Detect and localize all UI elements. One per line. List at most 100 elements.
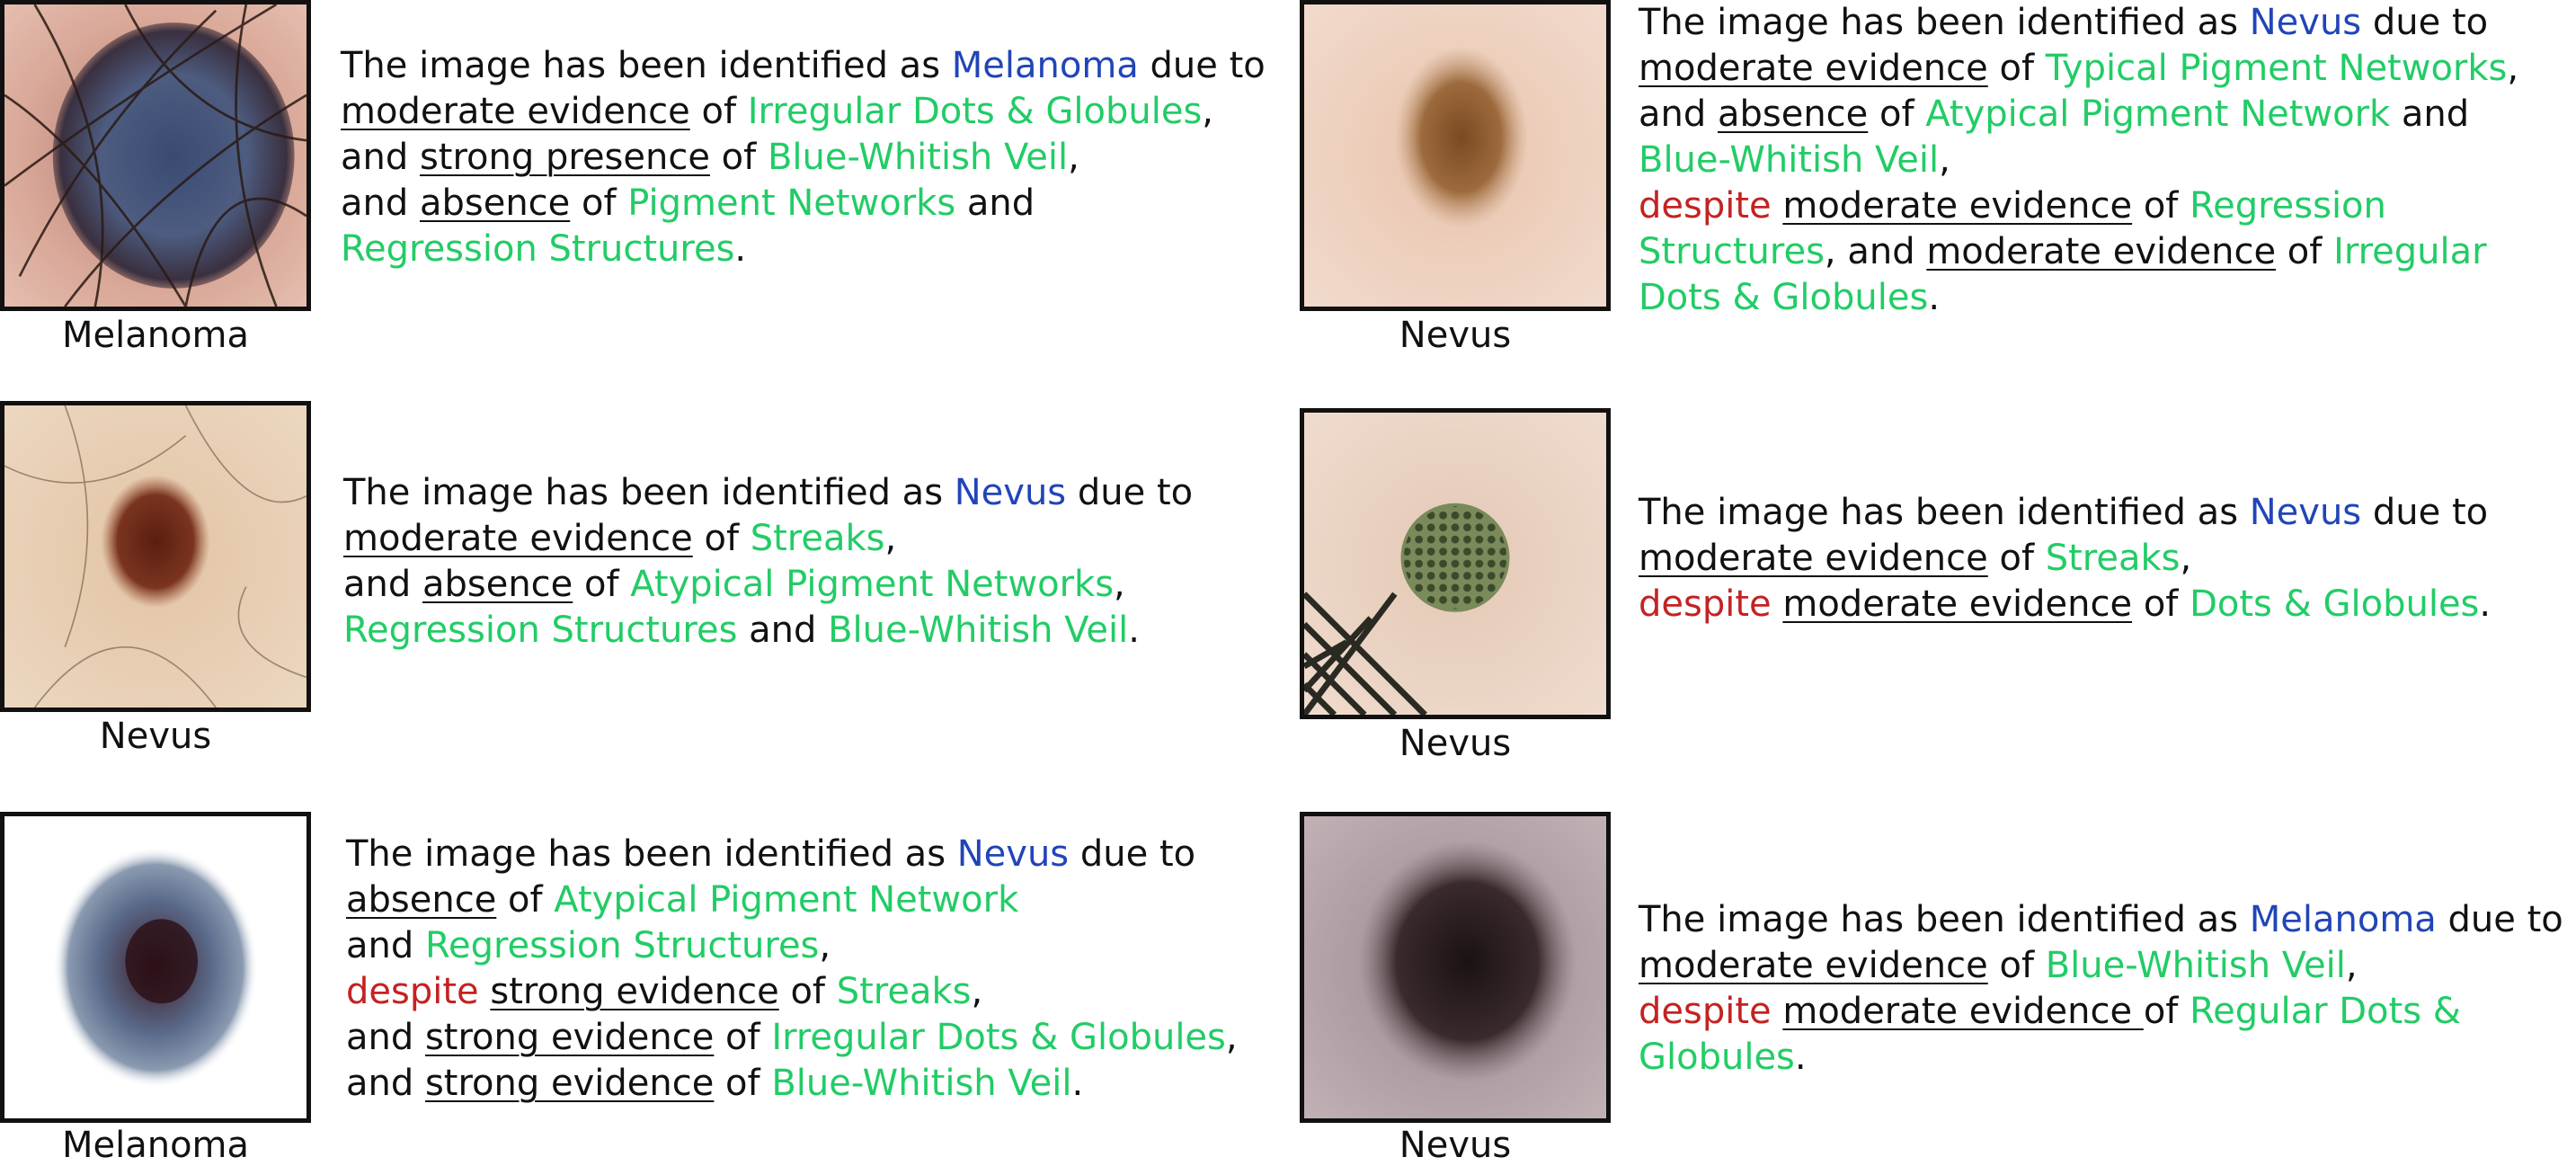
text-segment: of bbox=[496, 879, 555, 921]
evidence-strength: absence bbox=[422, 564, 573, 605]
text-segment: The image has been identified as bbox=[341, 45, 952, 86]
text-segment: due to bbox=[2361, 2, 2489, 43]
text-segment: , bbox=[1225, 1017, 1238, 1058]
explanation-line: Dots & Globules. bbox=[1639, 275, 2518, 321]
feature-term: Blue-Whitish Veil bbox=[771, 1063, 1072, 1104]
evidence-strength: absence bbox=[1717, 93, 1869, 135]
evidence-strength: strong presence bbox=[419, 137, 710, 178]
feature-term: Pigment Networks bbox=[627, 182, 956, 224]
contrast-term: despite bbox=[346, 971, 479, 1012]
text-segment: and bbox=[955, 182, 1035, 224]
evidence-strength: moderate evidence bbox=[1926, 231, 2277, 272]
contrast-term: despite bbox=[1639, 583, 1772, 625]
text-segment: and bbox=[346, 1063, 425, 1104]
text-segment: of bbox=[2143, 991, 2190, 1032]
explanation-line: despite moderate evidence of Regular Dot… bbox=[1639, 989, 2563, 1035]
text-segment: of bbox=[2132, 583, 2190, 625]
explanation-line: Blue-Whitish Veil, bbox=[1639, 138, 2518, 183]
feature-term: Atypical Pigment Network bbox=[554, 879, 1019, 921]
explanation-line: and absence of Pigment Networks and bbox=[341, 181, 1266, 227]
predicted-class: Nevus bbox=[956, 833, 1070, 875]
evidence-strength: strong evidence bbox=[424, 1017, 715, 1058]
text-segment: of bbox=[1868, 93, 1926, 135]
text-segment: , and bbox=[1824, 231, 1927, 272]
feature-term: Streaks bbox=[836, 971, 972, 1012]
text-segment: and bbox=[346, 925, 425, 966]
explanation-line: and Regression Structures, bbox=[346, 923, 1238, 969]
explanation-line: and absence of Atypical Pigment Network … bbox=[1639, 92, 2518, 138]
explanation-line: and absence of Atypical Pigment Networks… bbox=[343, 562, 1193, 608]
predicted-class: Nevus bbox=[2249, 2, 2362, 43]
text-segment: and bbox=[737, 610, 829, 651]
evidence-strength: moderate evidence bbox=[341, 91, 690, 132]
explanation-line: despite moderate evidence of Dots & Glob… bbox=[1639, 582, 2491, 628]
feature-term: Blue-Whitish Veil bbox=[1639, 139, 1940, 181]
text-segment: . bbox=[1794, 1037, 1807, 1078]
text-segment: , bbox=[1114, 564, 1125, 605]
text-segment: and bbox=[341, 137, 420, 178]
feature-term: Regression Structures bbox=[343, 610, 738, 651]
text-segment: . bbox=[1128, 610, 1140, 651]
text-segment bbox=[1772, 185, 1783, 227]
explanation-line: moderate evidence of Blue-Whitish Veil, bbox=[1639, 943, 2563, 989]
case-3-caption: Nevus bbox=[99, 716, 212, 757]
evidence-strength: moderate evidence bbox=[1639, 538, 1988, 579]
contrast-term: despite bbox=[1639, 991, 1772, 1032]
text-segment: The image has been identified as bbox=[1639, 2, 2250, 43]
feature-term: Regression Structures bbox=[424, 925, 820, 966]
text-segment: of bbox=[570, 182, 628, 224]
explanation-line: moderate evidence of Typical Pigment Net… bbox=[1639, 46, 2518, 92]
feature-term: Dots & Globules bbox=[2190, 583, 2480, 625]
text-segment: . bbox=[2479, 583, 2492, 625]
evidence-strength: absence bbox=[419, 182, 571, 224]
feature-term: Regression bbox=[2190, 185, 2386, 227]
predicted-class: Nevus bbox=[2249, 492, 2362, 533]
text-segment: The image has been identified as bbox=[1639, 899, 2250, 940]
text-segment: of bbox=[714, 1017, 772, 1058]
case-1-explanation: The image has been identified as Melanom… bbox=[341, 43, 1266, 272]
evidence-strength: moderate evidence bbox=[1639, 945, 1988, 986]
text-segment: and bbox=[343, 564, 422, 605]
text-segment: due to bbox=[2361, 492, 2489, 533]
text-segment: due to bbox=[1138, 45, 1266, 86]
feature-term: Irregular Dots & Globules bbox=[747, 91, 1203, 132]
text-segment: and bbox=[2390, 93, 2470, 135]
case-5-dermoscopy-image bbox=[0, 812, 311, 1123]
text-segment: of bbox=[2276, 231, 2334, 272]
feature-term: Irregular Dots & Globules bbox=[771, 1017, 1226, 1058]
evidence-strength: moderate evidence bbox=[1782, 583, 2133, 625]
text-segment bbox=[1772, 583, 1783, 625]
case-5-caption: Melanoma bbox=[61, 1125, 250, 1166]
case-3-dermoscopy-image bbox=[0, 401, 311, 712]
text-segment: , bbox=[2345, 945, 2358, 986]
contrast-term: despite bbox=[1639, 185, 1772, 227]
feature-term: Dots & Globules bbox=[1639, 277, 1929, 318]
explanation-line: Structures, and moderate evidence of Irr… bbox=[1639, 229, 2518, 275]
text-segment: and bbox=[341, 182, 420, 224]
text-segment: of bbox=[2132, 185, 2190, 227]
explanation-line: Globules. bbox=[1639, 1035, 2563, 1081]
case-4-caption: Nevus bbox=[1399, 723, 1512, 764]
text-segment: , bbox=[1068, 137, 1079, 178]
predicted-class: Melanoma bbox=[951, 45, 1139, 86]
explanation-line: The image has been identified as Melanom… bbox=[1639, 897, 2563, 943]
text-segment: due to bbox=[1066, 472, 1194, 513]
evidence-strength: absence bbox=[346, 879, 497, 921]
feature-term: Regular Dots & bbox=[2190, 991, 2461, 1032]
text-segment: of bbox=[573, 564, 631, 605]
explanation-line: and strong evidence of Irregular Dots & … bbox=[346, 1015, 1238, 1061]
feature-term: Blue-Whitish Veil bbox=[828, 610, 1129, 651]
evidence-strength: moderate evidence bbox=[1782, 991, 2144, 1032]
case-6-caption: Nevus bbox=[1399, 1125, 1512, 1166]
case-2-explanation: The image has been identified as Nevus d… bbox=[1639, 0, 2518, 321]
feature-term: Streaks bbox=[2045, 538, 2181, 579]
explanation-line: despite strong evidence of Streaks, bbox=[346, 969, 1238, 1015]
case-1-caption: Melanoma bbox=[61, 315, 250, 356]
evidence-strength: moderate evidence bbox=[1782, 185, 2133, 227]
case-6-dermoscopy-image bbox=[1300, 812, 1611, 1123]
evidence-strength: moderate evidence bbox=[343, 518, 693, 559]
text-segment: , bbox=[1202, 91, 1213, 132]
text-segment: , bbox=[884, 518, 897, 559]
text-segment: and bbox=[1639, 93, 1718, 135]
text-segment: of bbox=[1987, 945, 2046, 986]
